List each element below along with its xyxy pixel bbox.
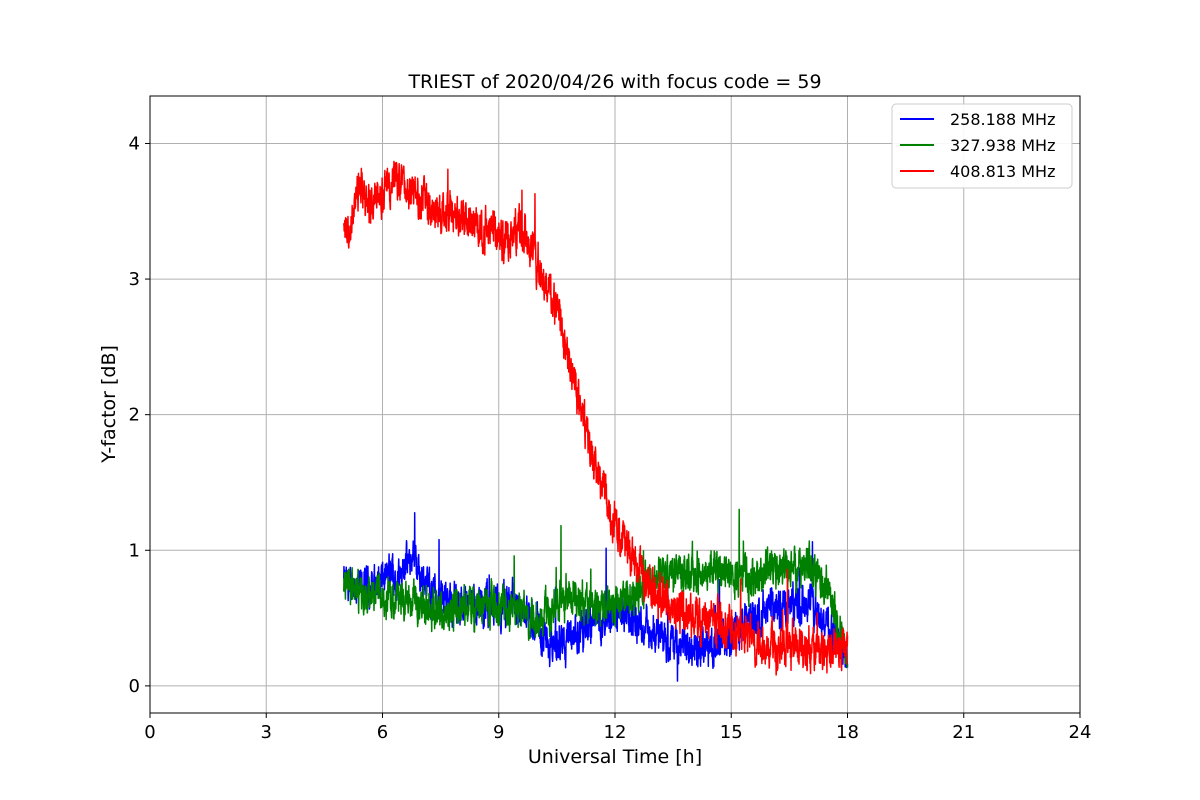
- series-line-2: [343, 508, 849, 668]
- y-tick-label: 0: [129, 676, 140, 697]
- x-tick-label: 18: [836, 722, 859, 743]
- x-axis-label: Universal Time [h]: [528, 746, 702, 768]
- x-tick-label: 12: [604, 722, 627, 743]
- x-tick-label: 24: [1069, 722, 1092, 743]
- x-tick-label: 21: [952, 722, 975, 743]
- series-lines: [343, 160, 849, 682]
- legend-label: 408.813 MHz: [950, 162, 1055, 181]
- y-axis-label: Y-factor [dB]: [98, 345, 120, 464]
- y-tick-label: 4: [129, 133, 140, 154]
- legend-box: [891, 103, 1073, 189]
- y-tick-label: 1: [129, 540, 140, 561]
- x-tick-label: 15: [720, 722, 743, 743]
- legend: 258.188 MHz 327.938 MHz 408.813 MHz: [891, 103, 1073, 189]
- x-tick-label: 9: [493, 722, 504, 743]
- legend-label: 327.938 MHz: [950, 136, 1055, 155]
- chart-title: TRIEST of 2020/04/26 with focus code = 5…: [407, 71, 821, 93]
- x-tick-label: 6: [377, 722, 388, 743]
- legend-label: 258.188 MHz: [950, 110, 1055, 129]
- y-tick-label: 2: [129, 405, 140, 426]
- x-tick-label: 3: [261, 722, 272, 743]
- series-line-3: [343, 160, 849, 676]
- y-tick-label: 3: [129, 269, 140, 290]
- x-tick-label: 0: [144, 722, 155, 743]
